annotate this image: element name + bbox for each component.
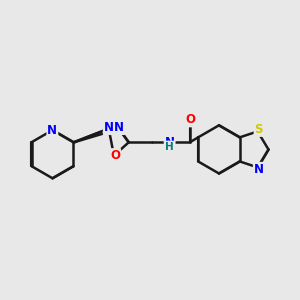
Text: N: N [104,121,114,134]
Text: H: H [165,142,174,152]
Text: N: N [165,136,175,149]
Text: O: O [110,149,120,162]
Text: N: N [254,163,264,176]
Text: N: N [47,124,57,137]
Text: N: N [114,121,124,134]
Text: S: S [255,123,263,136]
Text: O: O [185,113,195,126]
